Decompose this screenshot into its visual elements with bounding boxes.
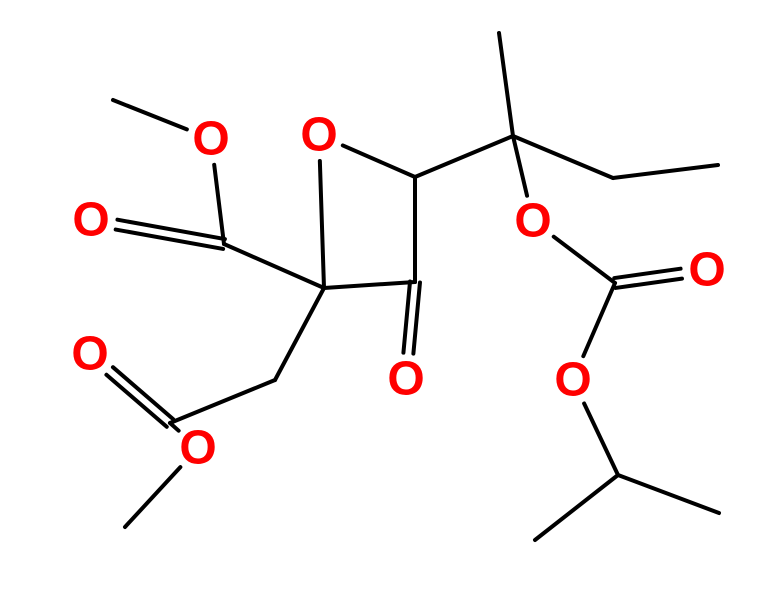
bond-single (343, 145, 415, 177)
bond-single (513, 136, 613, 178)
atom-label-o: O (71, 328, 108, 381)
bond-double (113, 367, 173, 419)
bond-single (618, 475, 719, 513)
bond-single (214, 165, 224, 244)
bond-single (554, 237, 615, 283)
bond-double (116, 230, 223, 249)
atom-label-o: O (688, 244, 725, 297)
bond-single (513, 136, 527, 196)
bond-single (324, 282, 415, 288)
atom-label-o: O (300, 109, 337, 162)
bond-single (499, 33, 513, 136)
bond-single (535, 475, 618, 540)
bond-double (106, 375, 166, 427)
bond-double (413, 282, 420, 353)
bond-single (583, 283, 615, 356)
molecule-diagram: O O O O O O O O O (0, 0, 769, 596)
bond-single (113, 100, 187, 129)
bond-double (117, 220, 224, 239)
atom-label-o: O (387, 353, 424, 406)
bond-single (224, 244, 324, 288)
bond-single (170, 380, 275, 423)
atom-label-o: O (192, 113, 229, 166)
bond-single (613, 165, 718, 178)
atom-label-o: O (72, 194, 109, 247)
bond-double (403, 282, 410, 353)
bond-double (614, 269, 680, 278)
bond-single (275, 288, 324, 380)
bond-single (584, 403, 618, 475)
bond-single (125, 467, 180, 527)
atom-label-o: O (514, 195, 551, 248)
bond-single (320, 161, 324, 288)
atom-label-o: O (554, 354, 591, 407)
atom-label-o: O (179, 422, 216, 475)
bond-single (415, 136, 513, 177)
bond-single (170, 423, 179, 431)
bond-double (616, 279, 682, 288)
